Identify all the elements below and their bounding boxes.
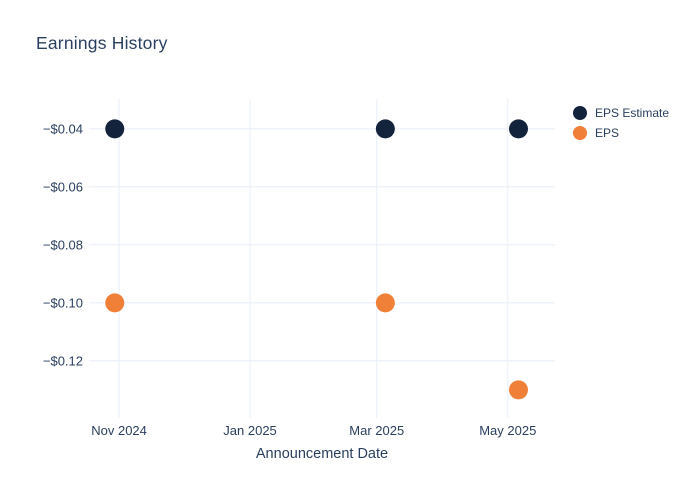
x-tick-label: May 2025 bbox=[479, 423, 536, 438]
y-tick-label: −$0.04 bbox=[43, 121, 83, 136]
x-tick-label: Mar 2025 bbox=[349, 423, 404, 438]
data-point-eps-estimate[interactable] bbox=[105, 119, 125, 139]
eps-estimate-marker-icon bbox=[573, 106, 587, 120]
data-point-eps[interactable] bbox=[105, 293, 125, 313]
y-tick-label: −$0.10 bbox=[43, 295, 83, 310]
chart-title: Earnings History bbox=[36, 33, 168, 53]
data-point-eps[interactable] bbox=[508, 380, 528, 400]
legend-item-eps[interactable]: EPS bbox=[573, 123, 669, 143]
legend: EPS Estimate EPS bbox=[573, 103, 669, 143]
y-tick-label: −$0.06 bbox=[43, 179, 83, 194]
eps-marker-icon bbox=[573, 126, 587, 140]
legend-item-label: EPS Estimate bbox=[595, 106, 670, 120]
data-point-eps[interactable] bbox=[375, 293, 395, 313]
x-tick-label: Nov 2024 bbox=[91, 423, 147, 438]
x-tick-label: Jan 2025 bbox=[223, 423, 277, 438]
data-point-eps-estimate[interactable] bbox=[508, 119, 528, 139]
y-tick-label: −$0.08 bbox=[43, 237, 83, 252]
legend-item-eps-estimate[interactable]: EPS Estimate bbox=[573, 103, 669, 123]
data-point-eps-estimate[interactable] bbox=[375, 119, 395, 139]
y-tick-label: −$0.12 bbox=[43, 353, 83, 368]
x-axis-title: Announcement Date bbox=[255, 446, 389, 462]
legend-item-label: EPS bbox=[595, 126, 620, 140]
